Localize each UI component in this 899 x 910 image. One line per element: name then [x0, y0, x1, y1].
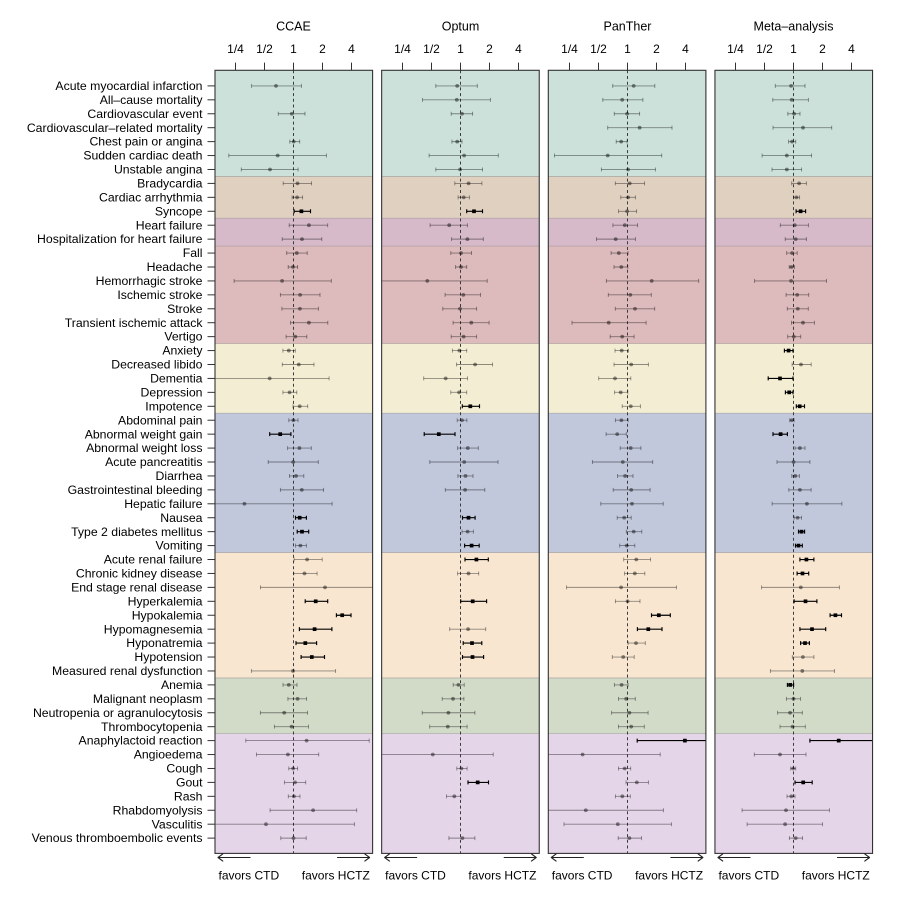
svg-text:Acute pancreatitis: Acute pancreatitis — [105, 455, 202, 469]
svg-text:1/2: 1/2 — [423, 42, 440, 56]
svg-text:1/2: 1/2 — [590, 42, 607, 56]
svg-text:4: 4 — [348, 42, 355, 56]
svg-text:Acute myocardial infarction: Acute myocardial infarction — [55, 79, 202, 93]
svg-text:Stroke: Stroke — [167, 302, 203, 316]
svg-text:1/4: 1/4 — [727, 42, 744, 56]
svg-text:1: 1 — [457, 42, 464, 56]
svg-text:Impotence: Impotence — [145, 399, 202, 413]
svg-text:Bradycardia: Bradycardia — [137, 177, 203, 191]
svg-text:Cardiac arrhythmia: Cardiac arrhythmia — [99, 190, 203, 204]
svg-text:Anaphylactoid reaction: Anaphylactoid reaction — [79, 734, 203, 748]
svg-text:Hypokalemia: Hypokalemia — [132, 608, 203, 622]
svg-text:2: 2 — [319, 42, 326, 56]
svg-text:1/4: 1/4 — [227, 42, 244, 56]
svg-text:4: 4 — [848, 42, 855, 56]
svg-text:Gout: Gout — [176, 776, 203, 790]
svg-text:Hemorrhagic stroke: Hemorrhagic stroke — [96, 274, 203, 288]
svg-text:favors CTD: favors CTD — [718, 869, 779, 883]
svg-text:Anxiety: Anxiety — [162, 344, 203, 358]
svg-text:Optum: Optum — [442, 20, 480, 34]
svg-text:1/2: 1/2 — [256, 42, 273, 56]
svg-text:1: 1 — [790, 42, 797, 56]
svg-text:1/4: 1/4 — [561, 42, 578, 56]
svg-text:Decreased libido: Decreased libido — [111, 358, 202, 372]
svg-text:4: 4 — [682, 42, 689, 56]
svg-text:favors HCTZ: favors HCTZ — [802, 869, 870, 883]
svg-text:Hospitalization for heart fail: Hospitalization for heart failure — [37, 232, 203, 246]
svg-text:Fall: Fall — [183, 246, 203, 260]
svg-text:Abnormal weight loss: Abnormal weight loss — [86, 441, 202, 455]
svg-text:Dementia: Dementia — [150, 372, 203, 386]
svg-text:Hyponatremia: Hyponatremia — [126, 636, 202, 650]
svg-text:Malignant neoplasm: Malignant neoplasm — [93, 692, 203, 706]
svg-text:End stage renal disease: End stage renal disease — [71, 580, 203, 594]
svg-text:Anemia: Anemia — [161, 678, 203, 692]
svg-text:Cardiovascular event: Cardiovascular event — [87, 107, 203, 121]
svg-text:favors CTD: favors CTD — [219, 869, 280, 883]
svg-text:1/4: 1/4 — [394, 42, 411, 56]
svg-text:Vasculitis: Vasculitis — [152, 817, 203, 831]
svg-text:Abnormal weight gain: Abnormal weight gain — [85, 427, 203, 441]
svg-text:Angioedema: Angioedema — [134, 748, 203, 762]
svg-text:Hyperkalemia: Hyperkalemia — [128, 594, 203, 608]
svg-text:favors HCTZ: favors HCTZ — [468, 869, 536, 883]
svg-text:4: 4 — [515, 42, 522, 56]
svg-text:Unstable angina: Unstable angina — [114, 163, 203, 177]
svg-text:Thrombocytopenia: Thrombocytopenia — [101, 720, 203, 734]
svg-text:1: 1 — [290, 42, 297, 56]
svg-text:Headache: Headache — [147, 260, 203, 274]
svg-text:favors CTD: favors CTD — [385, 869, 446, 883]
svg-text:Neutropenia or agranulocytosis: Neutropenia or agranulocytosis — [33, 706, 203, 720]
svg-text:All–cause mortality: All–cause mortality — [100, 93, 204, 107]
svg-text:Hypotension: Hypotension — [134, 650, 202, 664]
svg-text:Hepatic failure: Hepatic failure — [124, 497, 202, 511]
svg-text:Heart failure: Heart failure — [136, 218, 203, 232]
svg-text:Cough: Cough — [166, 762, 202, 776]
svg-text:2: 2 — [819, 42, 826, 56]
svg-text:Cardiovascular–related mortali: Cardiovascular–related mortality — [27, 121, 204, 135]
svg-text:Vomiting: Vomiting — [156, 539, 203, 553]
svg-text:favors HCTZ: favors HCTZ — [302, 869, 370, 883]
svg-text:Hypomagnesemia: Hypomagnesemia — [104, 622, 203, 636]
svg-text:Diarrhea: Diarrhea — [156, 469, 203, 483]
svg-text:favors HCTZ: favors HCTZ — [635, 869, 703, 883]
svg-text:Sudden cardiac death: Sudden cardiac death — [83, 149, 202, 163]
svg-text:Rash: Rash — [174, 789, 203, 803]
svg-text:Measured renal dysfunction: Measured renal dysfunction — [52, 664, 203, 678]
svg-text:Meta–analysis: Meta–analysis — [754, 20, 834, 34]
svg-text:Type 2 diabetes mellitus: Type 2 diabetes mellitus — [71, 525, 202, 539]
svg-text:Syncope: Syncope — [155, 204, 203, 218]
svg-text:Vertigo: Vertigo — [164, 330, 202, 344]
svg-text:favors CTD: favors CTD — [552, 869, 613, 883]
svg-text:Gastrointestinal bleeding: Gastrointestinal bleeding — [68, 483, 203, 497]
svg-text:PanTher: PanTher — [604, 20, 652, 34]
svg-text:1/2: 1/2 — [756, 42, 773, 56]
svg-text:Rhabdomyolysis: Rhabdomyolysis — [113, 803, 203, 817]
svg-text:1: 1 — [624, 42, 631, 56]
svg-text:Abdominal pain: Abdominal pain — [118, 413, 203, 427]
svg-text:2: 2 — [486, 42, 493, 56]
svg-text:Nausea: Nausea — [160, 511, 202, 525]
svg-text:CCAE: CCAE — [276, 20, 311, 34]
svg-text:Transient ischemic attack: Transient ischemic attack — [65, 316, 204, 330]
svg-text:Chest pain or angina: Chest pain or angina — [89, 135, 202, 149]
svg-text:2: 2 — [653, 42, 660, 56]
svg-text:Acute renal failure: Acute renal failure — [104, 553, 203, 567]
svg-text:Chronic kidney disease: Chronic kidney disease — [76, 567, 203, 581]
svg-text:Venous thromboembolic events: Venous thromboembolic events — [32, 831, 203, 845]
svg-text:Depression: Depression — [141, 385, 203, 399]
svg-text:Ischemic stroke: Ischemic stroke — [117, 288, 202, 302]
